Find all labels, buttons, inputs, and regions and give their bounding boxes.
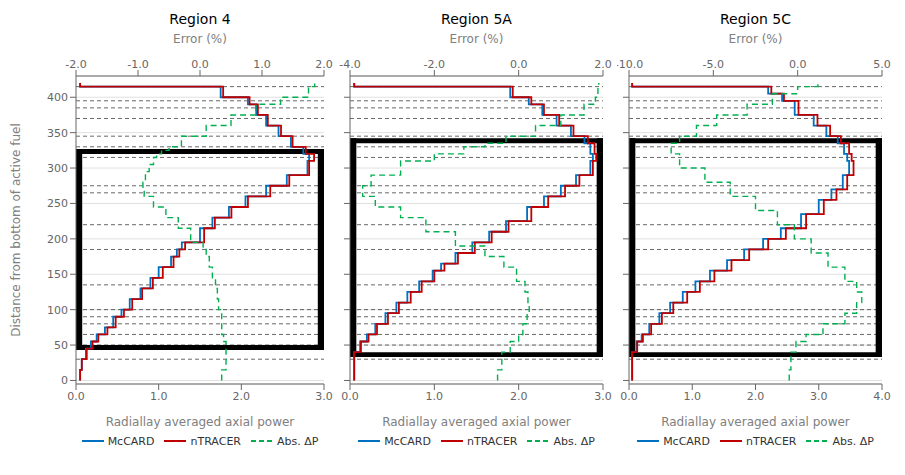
svg-text:-5.0: -5.0 <box>703 58 724 71</box>
svg-text:-4.0: -4.0 <box>339 58 360 71</box>
html-text:Region 4: Region 4 <box>169 11 231 27</box>
svg-text:1.0: 1.0 <box>684 390 702 403</box>
svg-text:4.0: 4.0 <box>873 390 891 403</box>
svg-text:200: 200 <box>47 233 68 246</box>
html-text:Region 5A: Region 5A <box>441 11 512 27</box>
svg-text:3.0: 3.0 <box>315 390 333 403</box>
svg-text:3.0: 3.0 <box>810 390 828 403</box>
svg-text:100: 100 <box>47 304 68 317</box>
svg-text:2.0: 2.0 <box>594 58 612 71</box>
svg-text:1.0: 1.0 <box>426 390 444 403</box>
svg-text:Radiallay averaged axial power: Radiallay averaged axial power <box>106 415 295 429</box>
svg-text:5.0: 5.0 <box>873 58 891 71</box>
svg-text:-2.0: -2.0 <box>65 58 86 71</box>
html-text:McCARD: McCARD <box>663 434 710 448</box>
svg-text:0.0: 0.0 <box>191 58 209 71</box>
svg-text:0: 0 <box>61 374 68 387</box>
svg-text:250: 250 <box>47 197 68 210</box>
svg-text:-2.0: -2.0 <box>424 58 445 71</box>
svg-text:Radiallay averaged axial power: Radiallay averaged axial power <box>382 415 571 429</box>
html-text:Abs. ΔP: Abs. ΔP <box>277 434 319 448</box>
svg-text:2.0: 2.0 <box>233 390 251 403</box>
svg-text:0.0: 0.0 <box>620 390 638 403</box>
svg-text:50: 50 <box>54 339 68 352</box>
svg-text:0.0: 0.0 <box>341 390 359 403</box>
svg-text:300: 300 <box>47 162 68 175</box>
svg-text:Radiallay averaged axial power: Radiallay averaged axial power <box>661 415 850 429</box>
html-text:nTRACER: nTRACER <box>746 434 797 448</box>
svg-text:150: 150 <box>47 268 68 281</box>
svg-text:Error (%): Error (%) <box>173 32 227 46</box>
html-text:McCARD: McCARD <box>107 434 155 448</box>
svg-text:-10.0: -10.0 <box>617 58 643 71</box>
html-text:McCARD: McCARD <box>384 434 431 448</box>
svg-text:3.0: 3.0 <box>594 390 612 403</box>
svg-text:1.0: 1.0 <box>150 390 168 403</box>
svg-text:-1.0: -1.0 <box>127 58 148 71</box>
svg-text:400: 400 <box>47 91 68 104</box>
html-text:nTRACER: nTRACER <box>190 434 241 448</box>
svg-text:2.0: 2.0 <box>315 58 333 71</box>
svg-text:2.0: 2.0 <box>510 390 528 403</box>
svg-text:0.0: 0.0 <box>789 58 807 71</box>
svg-text:350: 350 <box>47 127 68 140</box>
svg-text:2.0: 2.0 <box>747 390 765 403</box>
html-text:Abs. ΔP: Abs. ΔP <box>832 434 874 448</box>
svg-text:0.0: 0.0 <box>67 390 85 403</box>
html-text:nTRACER: nTRACER <box>467 434 518 448</box>
svg-text:1.0: 1.0 <box>253 58 271 71</box>
svg-text:0.0: 0.0 <box>510 58 528 71</box>
svg-text:Error (%): Error (%) <box>729 32 783 46</box>
svg-text:Error (%): Error (%) <box>450 32 504 46</box>
html-text:Abs. ΔP: Abs. ΔP <box>553 434 595 448</box>
html-text:Region 5C: Region 5C <box>720 11 791 27</box>
svg-text:Distance from bottom of active: Distance from bottom of active fuel <box>9 123 23 336</box>
